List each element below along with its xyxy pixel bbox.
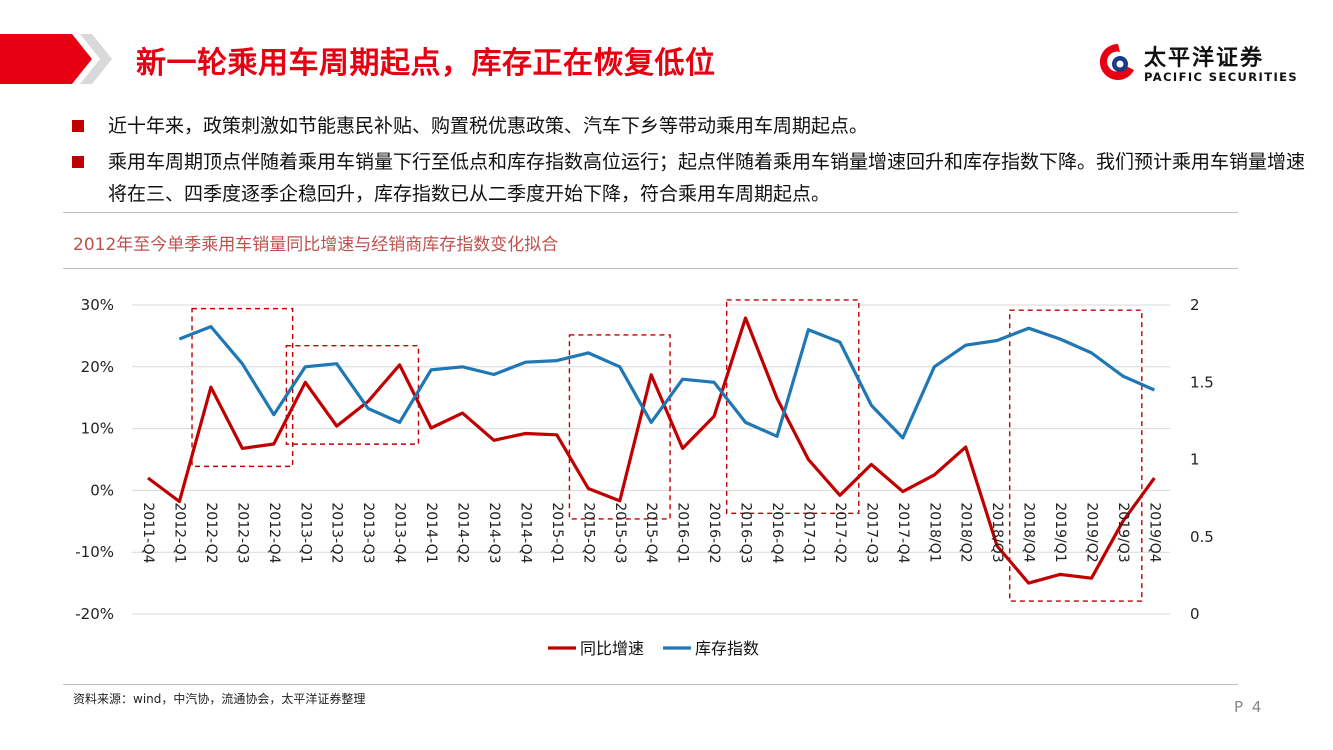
company-logo: 太平洋证券 PACIFIC SECURITIES — [1098, 38, 1298, 88]
x-axis-tick-label: 2012-Q1 — [171, 502, 187, 563]
logo-mark-icon — [1099, 43, 1134, 80]
page-number: P 4 — [1234, 698, 1264, 716]
x-axis-tick-label: 2019/Q1 — [1052, 502, 1068, 562]
bullet-square-icon — [72, 156, 84, 168]
left-axis-tick-label: 10% — [81, 420, 114, 438]
left-axis-tick-label: -20% — [75, 605, 114, 623]
left-axis-tick-label: -10% — [75, 543, 114, 561]
source-note: 资料来源：wind，中汽协，流通协会，太平洋证券整理 — [73, 692, 366, 706]
divider-chart-top — [63, 268, 1238, 269]
series-line-inventory — [178, 325, 1156, 440]
x-axis-tick-label: 2018/Q3 — [989, 502, 1005, 562]
logo-chinese-name: 太平洋证券 — [1144, 46, 1265, 71]
right-axis-tick-label: 1 — [1190, 451, 1200, 469]
x-axis-tick-label: 2016-Q1 — [675, 502, 691, 563]
x-axis-tick-label: 2017-Q3 — [863, 502, 879, 563]
x-axis-tick-label: 2013-Q1 — [297, 502, 313, 563]
right-axis-tick-label: 0.5 — [1190, 528, 1214, 546]
x-axis-tick-label: 2013-Q4 — [392, 502, 408, 563]
x-axis-tick-label: 2014-Q1 — [423, 502, 439, 563]
x-axis-tick-label: 2014-Q4 — [517, 502, 533, 563]
divider-bottom — [63, 684, 1238, 685]
x-axis-tick-label: 2012-Q3 — [234, 502, 250, 563]
divider-top — [63, 212, 1238, 213]
x-axis-tick-label: 2016-Q4 — [769, 502, 785, 563]
series-line-growth — [147, 316, 1156, 585]
highlight-period-box — [725, 299, 860, 515]
legend-label: 同比增速 — [580, 639, 644, 658]
x-axis-tick-label: 2019/Q2 — [1084, 502, 1100, 562]
x-axis-tick-label: 2012-Q2 — [203, 502, 219, 563]
highlight-period-box — [1009, 309, 1143, 602]
left-axis-tick-label: 0% — [90, 481, 114, 499]
x-axis-tick-label: 2015-Q1 — [549, 502, 565, 563]
bullet-item: 乘用车周期顶点伴随着乘用车销量下行至低点和库存指数高位运行；起点伴随着乘用车销量… — [70, 146, 1310, 210]
highlight-period-box — [568, 334, 671, 520]
page-title: 新一轮乘用车周期起点，库存正在恢复低位 — [136, 46, 716, 81]
x-axis-tick-label: 2018/Q4 — [1021, 502, 1037, 562]
left-axis-tick-label: 30% — [81, 296, 114, 314]
x-axis-tick-label: 2015-Q2 — [580, 502, 596, 563]
x-axis-tick-label: 2014-Q3 — [486, 502, 502, 563]
header-band-decoration — [0, 34, 112, 84]
x-axis-tick-label: 2011-Q4 — [140, 502, 156, 563]
highlight-period-box — [285, 345, 420, 445]
x-axis-tick-label: 2017-Q2 — [832, 502, 848, 563]
x-axis-tick-label: 2012-Q4 — [266, 502, 282, 563]
x-axis-tick-label: 2017-Q4 — [895, 502, 911, 563]
highlight-period-box — [191, 307, 294, 468]
x-axis-tick-label: 2013-Q2 — [329, 502, 345, 563]
x-axis-tick-label: 2013-Q3 — [360, 502, 376, 563]
right-axis-tick-label: 2 — [1190, 296, 1200, 314]
right-axis-tick-label: 0 — [1190, 605, 1200, 623]
left-axis-tick-label: 20% — [81, 358, 114, 376]
legend-label: 库存指数 — [695, 639, 759, 658]
bullet-text: 乘用车周期顶点伴随着乘用车销量下行至低点和库存指数高位运行；起点伴随着乘用车销量… — [108, 151, 1306, 205]
x-axis-tick-label: 2019/Q4 — [1146, 502, 1162, 562]
bullet-text: 近十年来，政策刺激如节能惠民补贴、购置税优惠政策、汽车下乡等带动乘用车周期起点。 — [108, 115, 869, 137]
chart-title: 2012年至今单季乘用车销量同比增速与经销商库存指数变化拟合 — [73, 235, 559, 255]
x-axis-tick-label: 2019/Q3 — [1115, 502, 1131, 562]
x-axis-tick-label: 2015-Q4 — [643, 502, 659, 563]
x-axis-tick-label: 2017-Q1 — [800, 502, 816, 563]
right-axis-tick-label: 1.5 — [1190, 373, 1214, 391]
x-axis-tick-label: 2018/Q2 — [958, 502, 974, 562]
bullet-square-icon — [72, 120, 84, 132]
bullet-item: 近十年来，政策刺激如节能惠民补贴、购置税优惠政策、汽车下乡等带动乘用车周期起点。 — [70, 110, 1310, 142]
x-axis-tick-label: 2014-Q2 — [455, 502, 471, 563]
x-axis-tick-label: 2016-Q2 — [706, 502, 722, 563]
x-axis-tick-label: 2018/Q1 — [926, 502, 942, 562]
logo-english-name: PACIFIC SECURITIES — [1144, 70, 1299, 84]
x-axis-tick-label: 2015-Q3 — [612, 502, 628, 563]
bullet-list: 近十年来，政策刺激如节能惠民补贴、购置税优惠政策、汽车下乡等带动乘用车周期起点。… — [70, 110, 1310, 214]
x-axis-tick-label: 2016-Q3 — [738, 502, 754, 563]
